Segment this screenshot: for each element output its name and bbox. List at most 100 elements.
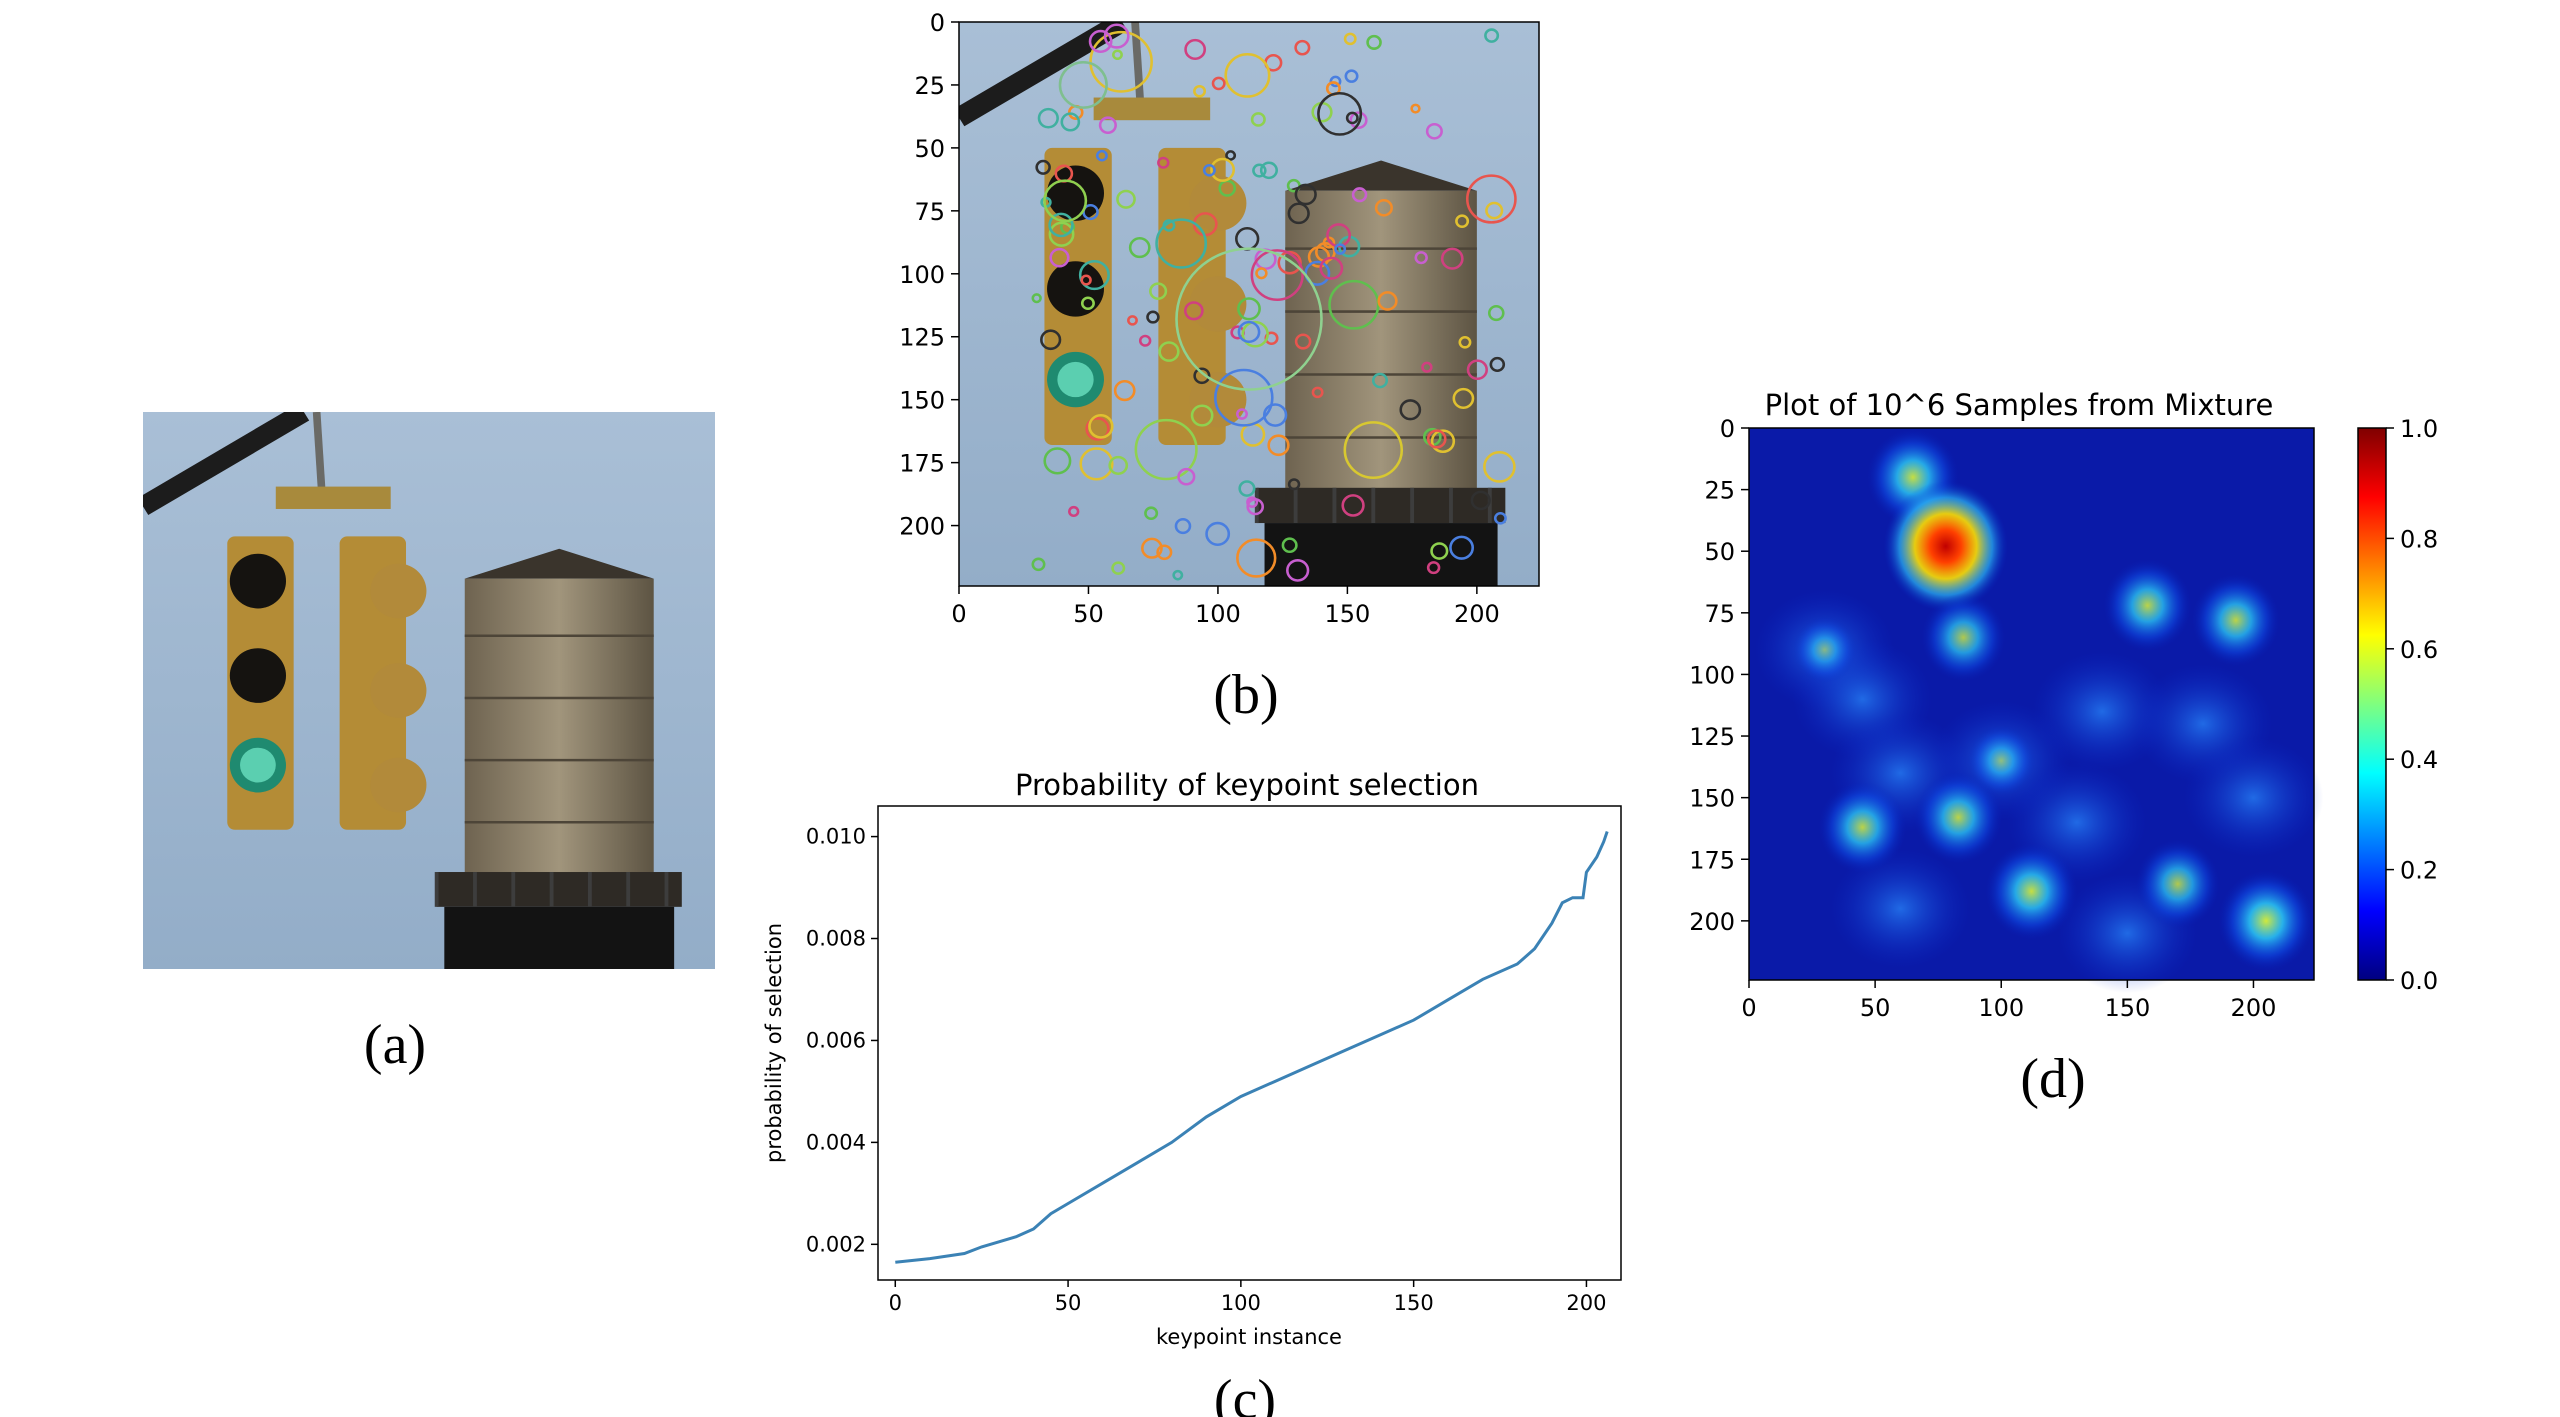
keypoint-marker bbox=[1127, 315, 1138, 326]
keypoint-marker bbox=[1031, 293, 1042, 304]
keypoint-marker bbox=[1287, 202, 1310, 225]
keypoint-marker bbox=[1426, 561, 1441, 575]
b-ytick-label: 125 bbox=[899, 324, 945, 352]
keypoint-marker bbox=[1210, 157, 1236, 182]
keypoint-marker bbox=[1184, 38, 1207, 61]
panel-b-frame bbox=[958, 21, 1540, 587]
keypoint-marker bbox=[1128, 237, 1151, 259]
keypoint-marker bbox=[1294, 333, 1312, 350]
c-ytick-label: 0.002 bbox=[806, 1232, 866, 1256]
keypoint-marker bbox=[1246, 496, 1259, 508]
b-ytick-label: 75 bbox=[914, 198, 945, 226]
keypoint-marker bbox=[1172, 569, 1184, 581]
b-xtick-label: 50 bbox=[1073, 600, 1104, 628]
keypoint-marker bbox=[1485, 201, 1504, 220]
heatmap-hotspot bbox=[1914, 771, 2003, 864]
keypoint-marker bbox=[1410, 103, 1421, 114]
keypoint-marker bbox=[1214, 368, 1274, 427]
d-ytick-label: 50 bbox=[1704, 538, 1735, 566]
keypoint-marker bbox=[1155, 218, 1208, 269]
c-ytick-label: 0.008 bbox=[806, 927, 866, 951]
keypoint-marker bbox=[1095, 149, 1108, 162]
keypoint-marker bbox=[1311, 386, 1324, 399]
chart-d-title: Plot of 10^6 Samples from Mixture bbox=[1765, 388, 2274, 422]
d-xtick-label: 150 bbox=[2104, 994, 2150, 1022]
c-ytick-label: 0.010 bbox=[806, 825, 866, 849]
chart-c-series-line bbox=[895, 831, 1609, 1264]
c-xtick-label: 50 bbox=[1055, 1291, 1082, 1315]
chart-c-axes: 0 50 100 150 200 0.002 0.004 0.006 0.008 0.010 bbox=[806, 825, 1607, 1315]
keypoint-marker bbox=[1174, 518, 1192, 535]
keypoint-marker bbox=[1344, 69, 1359, 83]
keypoint-marker bbox=[1343, 32, 1357, 46]
keypoint-marker bbox=[1470, 490, 1491, 511]
keypoint-marker bbox=[1250, 249, 1304, 301]
keypoint-marker bbox=[1238, 480, 1256, 497]
keypoint-marker bbox=[1190, 404, 1214, 427]
keypoint-marker bbox=[1252, 163, 1267, 178]
keypoint-marker bbox=[1098, 116, 1117, 135]
chart-c-title: Probability of keypoint selection bbox=[1015, 768, 1479, 802]
keypoint-marker bbox=[1452, 387, 1475, 409]
d-ytick-label: 25 bbox=[1704, 477, 1735, 505]
keypoint-marker bbox=[1317, 91, 1363, 136]
b-ytick-label: 100 bbox=[899, 261, 945, 289]
colorbar-tick-label: 1.0 bbox=[2400, 415, 2438, 443]
keypoint-marker bbox=[1193, 367, 1211, 385]
keypoint-marker bbox=[1349, 111, 1368, 130]
heatmap-haze bbox=[2183, 737, 2324, 858]
keypoint-marker bbox=[1158, 341, 1180, 362]
keypoint-marker bbox=[1043, 447, 1072, 475]
keypoint-marker bbox=[1425, 122, 1443, 140]
keypoint-marker bbox=[1241, 320, 1269, 348]
keypoint-marker bbox=[1483, 451, 1516, 483]
panel-d-heatmap: Plot of 10^6 Samples from Mixture 0 50 100… bbox=[1689, 388, 2438, 1022]
c-ytick-label: 0.006 bbox=[806, 1028, 866, 1052]
b-xtick-label: 0 bbox=[951, 600, 966, 628]
keypoint-marker bbox=[1088, 414, 1114, 439]
keypoint-marker bbox=[1465, 174, 1517, 224]
keypoint-marker bbox=[1440, 247, 1464, 270]
heatmap-hotspot bbox=[2103, 559, 2192, 652]
c-xtick-label: 100 bbox=[1221, 1291, 1261, 1315]
keypoint-marker bbox=[1341, 494, 1365, 517]
c-ytick-label: 0.004 bbox=[806, 1130, 866, 1154]
keypoint-marker bbox=[1111, 561, 1126, 575]
d-ytick-label: 100 bbox=[1689, 661, 1735, 689]
keypoint-marker bbox=[1237, 297, 1261, 321]
keypoint-marker bbox=[1088, 29, 1113, 53]
keypoint-marker bbox=[1286, 559, 1310, 582]
keypoint-marker bbox=[1058, 61, 1108, 109]
b-ytick-label: 25 bbox=[914, 72, 945, 100]
colorbar bbox=[2357, 427, 2387, 981]
colorbar-tick-label: 0.0 bbox=[2400, 967, 2438, 995]
keypoint-marker bbox=[1224, 52, 1271, 98]
keypoint-marker bbox=[1225, 150, 1237, 161]
keypoint-marker bbox=[1146, 310, 1160, 324]
keypoint-marker bbox=[1326, 223, 1352, 248]
keypoint-marker bbox=[1031, 557, 1046, 572]
keypoint-marker bbox=[1351, 187, 1368, 203]
keypoint-marker bbox=[1048, 212, 1074, 238]
d-ytick-label: 0 bbox=[1720, 415, 1735, 443]
keypoint-marker bbox=[1466, 359, 1488, 381]
keypoint-marker bbox=[1085, 417, 1110, 441]
d-xtick-label: 200 bbox=[2231, 994, 2277, 1022]
keypoint-marker bbox=[1089, 30, 1153, 93]
c-xtick-label: 200 bbox=[1566, 1291, 1606, 1315]
keypoint-marker bbox=[1078, 259, 1110, 291]
keypoint-marker bbox=[1294, 39, 1311, 56]
keypoint-marker bbox=[1449, 535, 1475, 560]
b-xtick-label: 150 bbox=[1324, 600, 1370, 628]
keypoint-marker bbox=[1421, 361, 1433, 373]
keypoint-marker bbox=[1377, 291, 1398, 311]
keypoint-marker bbox=[1237, 320, 1261, 344]
b-ytick-label: 0 bbox=[930, 9, 945, 37]
keypoint-marker bbox=[1267, 434, 1290, 457]
keypoint-marker bbox=[1184, 301, 1204, 321]
b-ytick-label: 200 bbox=[899, 513, 945, 541]
b-xtick-label: 200 bbox=[1454, 600, 1500, 628]
keypoint-marker bbox=[1144, 506, 1159, 521]
c-xtick-label: 0 bbox=[889, 1291, 902, 1315]
